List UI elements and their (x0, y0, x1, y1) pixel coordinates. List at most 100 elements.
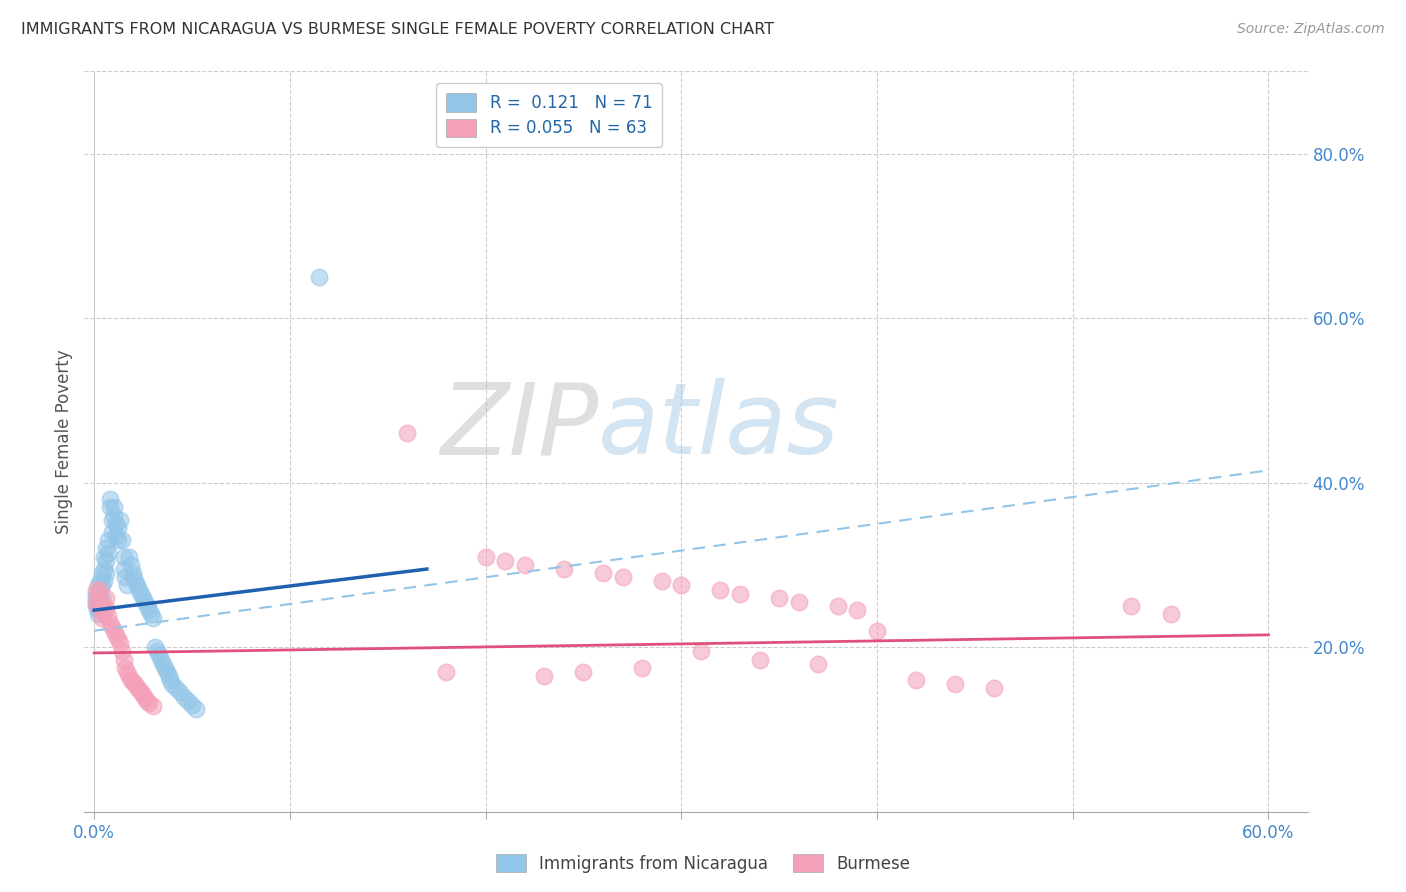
Point (592, 566, 614, 581)
Point (87, 578, 110, 592)
Point (89, 582, 111, 597)
Point (94, 600, 117, 615)
Point (91, 591, 114, 605)
Point (98, 615, 121, 630)
Point (93, 562, 115, 576)
Point (181, 698, 204, 712)
Point (107, 632, 129, 646)
Point (114, 661, 136, 675)
Point (87, 603, 110, 617)
Point (100, 619, 122, 633)
Point (689, 644, 711, 658)
Point (94, 541, 117, 556)
Point (100, 513, 122, 527)
Point (89, 595, 111, 609)
Point (107, 521, 129, 535)
Point (110, 644, 132, 658)
Point (553, 562, 575, 576)
Point (155, 665, 177, 679)
Point (129, 685, 152, 699)
Point (84, 595, 107, 609)
Point (117, 665, 139, 679)
Point (153, 661, 176, 675)
Point (112, 652, 135, 666)
Point (87, 591, 110, 605)
Point (103, 624, 125, 638)
Text: ZIP: ZIP (440, 378, 598, 475)
Point (572, 665, 595, 679)
Point (108, 636, 131, 650)
Point (97, 545, 120, 560)
Point (807, 657, 830, 671)
Point (87, 599, 110, 613)
Point (129, 587, 152, 601)
Point (494, 554, 516, 568)
Point (87, 607, 110, 622)
Point (93, 549, 115, 564)
Point (1121, 599, 1143, 613)
Point (846, 603, 869, 617)
Point (768, 591, 790, 605)
Point (124, 574, 146, 589)
Point (148, 648, 170, 663)
Point (943, 677, 966, 691)
Point (122, 566, 145, 581)
Point (89, 582, 111, 597)
Point (98, 500, 121, 515)
Point (866, 624, 889, 638)
Point (118, 669, 141, 683)
Point (127, 680, 149, 694)
Point (152, 657, 174, 671)
Point (93, 599, 115, 613)
Point (103, 500, 125, 515)
Point (89, 595, 111, 609)
Point (98, 492, 121, 507)
Point (122, 674, 145, 689)
Point (728, 587, 751, 601)
Point (905, 673, 928, 687)
Point (120, 558, 142, 572)
Point (94, 554, 117, 568)
Point (396, 426, 419, 441)
Point (173, 690, 195, 704)
Point (84, 595, 107, 609)
Point (91, 566, 114, 581)
Point (89, 574, 111, 589)
Point (748, 652, 770, 666)
Point (97, 533, 120, 548)
Point (93, 607, 115, 622)
Point (84, 599, 107, 613)
Point (136, 694, 159, 708)
Point (124, 677, 146, 691)
Point (142, 699, 165, 714)
Point (149, 652, 172, 666)
Legend: Immigrants from Nicaragua, Burmese: Immigrants from Nicaragua, Burmese (489, 847, 917, 880)
Point (132, 688, 155, 702)
Point (671, 578, 693, 592)
Point (112, 549, 135, 564)
Point (827, 599, 849, 613)
Point (84, 587, 107, 601)
Point (157, 669, 180, 683)
Text: atlas: atlas (598, 378, 839, 475)
Point (91, 603, 114, 617)
Point (177, 694, 200, 708)
Point (138, 603, 160, 617)
Point (436, 665, 458, 679)
Point (94, 566, 117, 581)
Point (104, 529, 127, 543)
Point (138, 696, 160, 710)
Point (983, 681, 1005, 696)
Point (87, 587, 110, 601)
Point (89, 603, 111, 617)
Point (612, 570, 634, 584)
Point (139, 607, 162, 622)
Point (127, 578, 149, 592)
Point (103, 508, 125, 523)
Point (143, 640, 166, 655)
Point (104, 516, 127, 531)
Point (513, 558, 536, 572)
Point (107, 533, 129, 548)
Point (142, 611, 165, 625)
Point (91, 578, 114, 592)
